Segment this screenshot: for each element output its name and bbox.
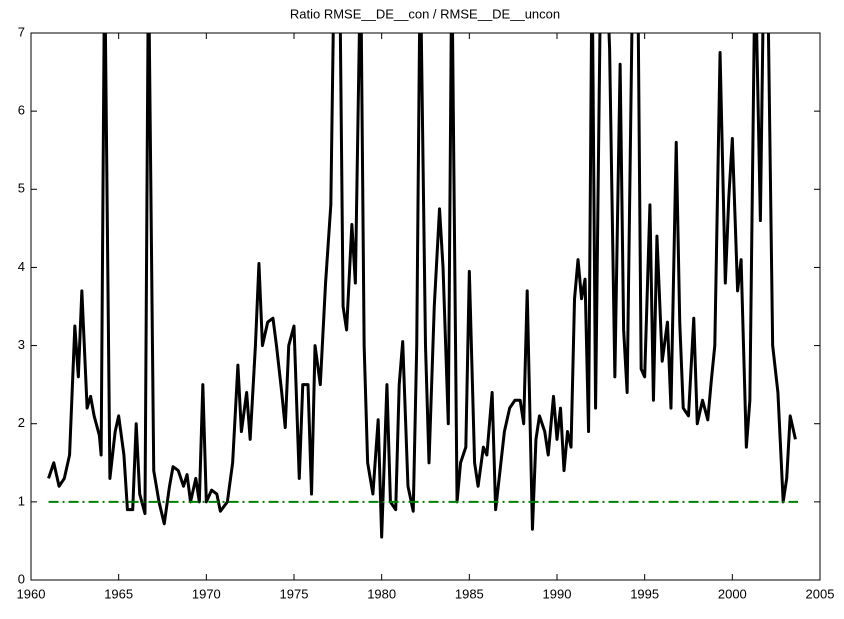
- x-tick-label: 2005: [806, 586, 835, 601]
- x-tick-label: 1975: [280, 586, 309, 601]
- x-tick-label: 1985: [455, 586, 484, 601]
- y-tick-label: 0: [18, 571, 25, 586]
- plot-area: [47, 33, 799, 539]
- x-tick-label: 1960: [17, 586, 46, 601]
- y-tick-label: 3: [18, 337, 25, 352]
- y-tick-label: 1: [18, 493, 25, 508]
- chart-title: Ratio RMSE__DE__con / RMSE__DE__uncon: [290, 6, 560, 21]
- y-tick-label: 2: [18, 415, 25, 430]
- data-line: [47, 33, 797, 539]
- y-tick-label: 4: [18, 259, 25, 274]
- x-tick-label: 1990: [543, 586, 572, 601]
- x-tick-label: 1970: [192, 586, 221, 601]
- x-tick-label: 2000: [718, 586, 747, 601]
- x-tick-label: 1965: [104, 586, 133, 601]
- axes-box: [30, 32, 821, 581]
- y-tick-label: 6: [18, 103, 25, 118]
- x-tick-label: 1995: [630, 586, 659, 601]
- y-tick-label: 5: [18, 181, 25, 196]
- x-tick-label: 1980: [367, 586, 396, 601]
- y-tick-label: 7: [18, 24, 25, 39]
